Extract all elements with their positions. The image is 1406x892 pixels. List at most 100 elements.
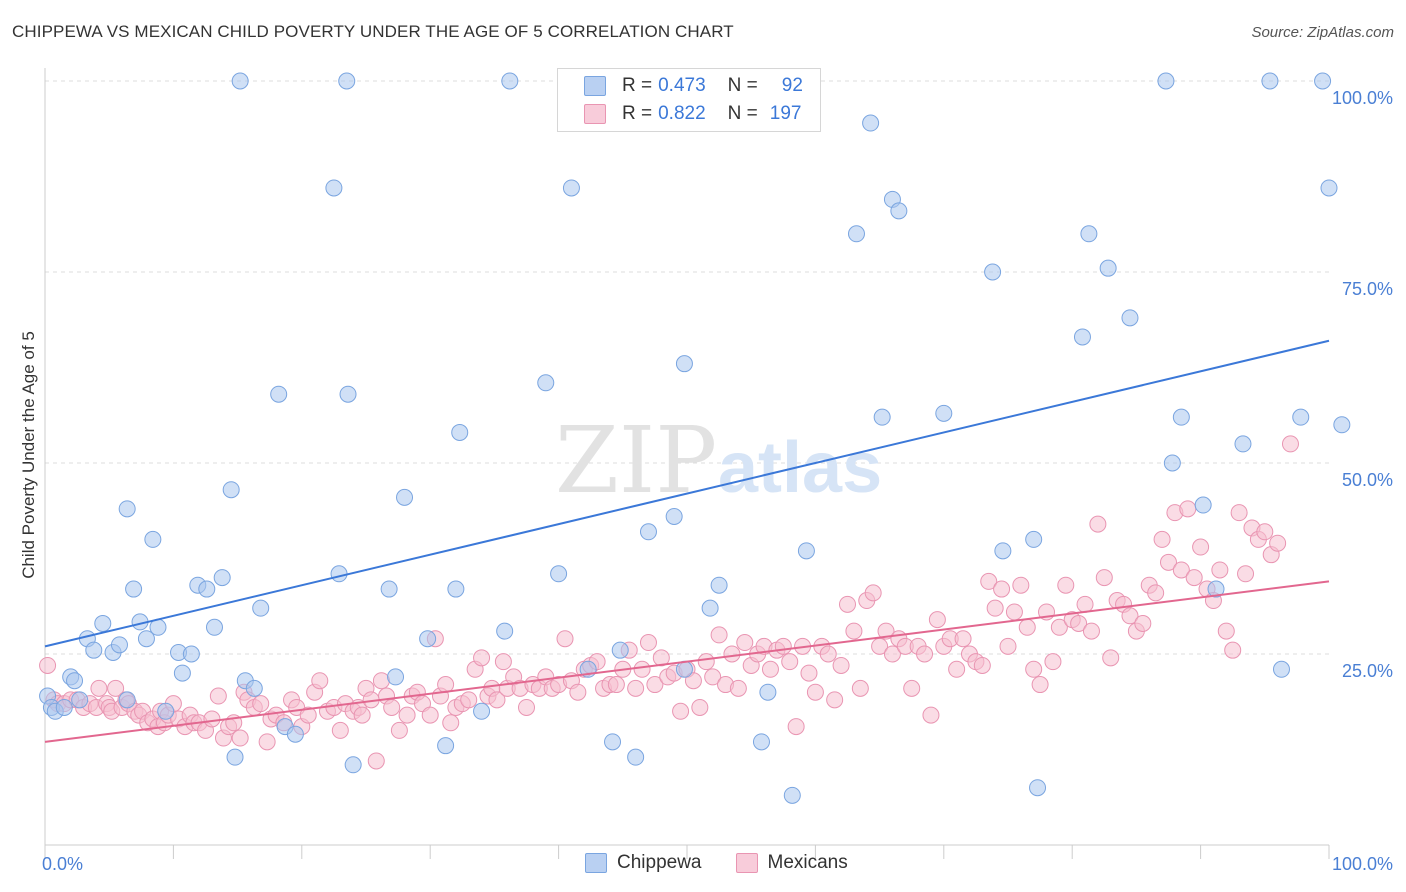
data-point (144, 530, 162, 548)
data-point (999, 637, 1017, 655)
chippewa-trend-line (44, 339, 1330, 648)
data-point (383, 698, 401, 716)
data-point (697, 653, 715, 671)
data-point (701, 599, 719, 617)
series-legend: Chippewa Mexicans (585, 852, 882, 874)
data-point (1147, 584, 1165, 602)
x-tick-max: 100.0% (1332, 854, 1393, 874)
data-point (800, 664, 818, 682)
data-point (665, 507, 683, 525)
data-point (226, 748, 244, 766)
data-point (1211, 561, 1229, 579)
legend-item-mexicans: Mexicans (735, 852, 848, 874)
data-point (826, 691, 844, 709)
data-point (759, 683, 777, 701)
data-point (633, 660, 651, 678)
data-point (1089, 515, 1107, 533)
data-point (1080, 225, 1098, 243)
legend-n-value: 197 (769, 103, 802, 124)
data-point (986, 599, 1004, 617)
y-tick-100: 100.0% (1332, 88, 1393, 108)
data-point (1121, 607, 1139, 625)
data-point (1179, 500, 1197, 518)
data-point (851, 679, 869, 697)
data-point (916, 645, 934, 663)
data-point (396, 488, 414, 506)
data-point (437, 737, 455, 755)
data-point (639, 523, 657, 541)
mexicans-swatch (584, 104, 606, 124)
data-point (94, 614, 112, 632)
data-point (1134, 614, 1152, 632)
data-point (198, 580, 216, 598)
data-point (213, 569, 231, 587)
data-point (231, 729, 249, 747)
data-point (1153, 530, 1171, 548)
watermark-zip: ZIP (555, 407, 717, 514)
data-point (1207, 580, 1225, 598)
trend-lines (44, 339, 1330, 743)
data-point (672, 702, 690, 720)
data-point (442, 714, 460, 732)
y-tick-25: 25.0% (1342, 661, 1393, 681)
data-point (883, 645, 901, 663)
data-point (387, 668, 405, 686)
data-point (372, 672, 390, 690)
data-point (1070, 614, 1088, 632)
data-point (903, 679, 921, 697)
data-point (797, 542, 815, 560)
data-point (157, 702, 175, 720)
data-point (182, 645, 200, 663)
chippewa-swatch (584, 76, 606, 96)
data-point (1261, 72, 1279, 90)
chippewa-swatch (585, 853, 607, 873)
data-point (419, 630, 437, 648)
axes (44, 68, 1330, 859)
data-point (1099, 259, 1117, 277)
data-point (1333, 416, 1351, 434)
data-point (90, 679, 108, 697)
data-point (1029, 779, 1047, 797)
data-point (877, 622, 895, 640)
x-tick-min: 0.0% (42, 854, 83, 874)
data-point (922, 706, 940, 724)
legend-n-label: N = (727, 103, 758, 124)
data-point (993, 580, 1011, 598)
data-point (137, 630, 155, 648)
data-point (447, 580, 465, 598)
data-point (729, 679, 747, 697)
data-point (118, 500, 136, 518)
data-point (451, 423, 469, 441)
data-point (245, 679, 263, 697)
data-point (325, 179, 343, 197)
data-point (1073, 328, 1091, 346)
data-point (231, 72, 249, 90)
data-point (1237, 565, 1255, 583)
data-point (1163, 454, 1181, 472)
data-point (496, 622, 514, 640)
data-point (311, 672, 329, 690)
mexicans-swatch (735, 853, 758, 873)
data-point (501, 72, 519, 90)
data-point (1185, 569, 1203, 587)
legend-n-label: N = (727, 75, 758, 96)
data-point (1234, 435, 1252, 453)
data-point (66, 672, 84, 690)
data-point (710, 626, 728, 644)
data-point (1217, 622, 1235, 640)
data-point (627, 748, 645, 766)
data-point (398, 706, 416, 724)
y-tick-50: 50.0% (1342, 470, 1393, 490)
data-point (550, 565, 568, 583)
data-point (110, 636, 128, 654)
data-point (1102, 649, 1120, 667)
data-point (353, 706, 371, 724)
data-point (607, 676, 625, 694)
data-point (252, 695, 270, 713)
data-point (1005, 603, 1023, 621)
data-point (948, 660, 966, 678)
legend-n-value: 92 (781, 75, 803, 96)
data-point (928, 611, 946, 629)
data-point (1057, 576, 1075, 594)
data-point (488, 691, 506, 709)
